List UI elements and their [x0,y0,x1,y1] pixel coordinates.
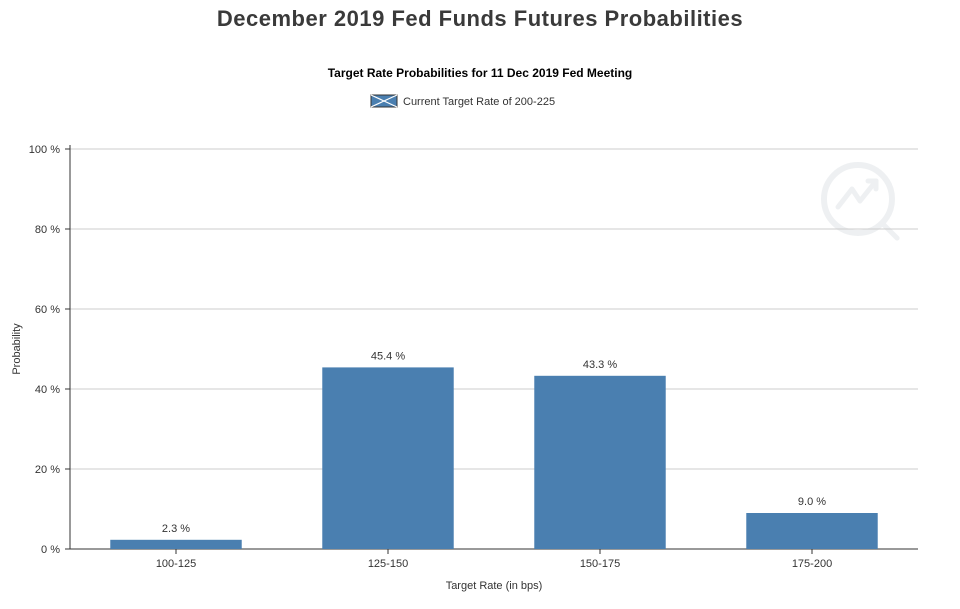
legend-label: Current Target Rate of 200-225 [403,96,555,108]
probability-bar-chart: Target Rate Probabilities for 11 Dec 201… [0,47,960,607]
y-tick-label: 60 % [35,304,60,316]
bar-value-label: 9.0 % [798,496,826,508]
y-tick-label: 40 % [35,384,60,396]
bar-value-label: 45.4 % [371,350,405,362]
bar [534,376,665,549]
page-title: December 2019 Fed Funds Futures Probabil… [0,6,960,32]
x-tick-label: 175-200 [792,558,832,570]
chart-svg: Target Rate Probabilities for 11 Dec 201… [0,47,960,607]
bar-value-label: 43.3 % [583,359,617,371]
y-tick-label: 100 % [29,144,60,156]
bar [746,513,877,549]
x-tick-label: 125-150 [368,558,408,570]
x-axis-title: Target Rate (in bps) [446,580,543,592]
y-axis-title: Probability [11,323,23,375]
watermark-logo [824,165,897,238]
legend: Current Target Rate of 200-225 [371,95,555,108]
bar-value-label: 2.3 % [162,523,190,535]
x-tick-label: 150-175 [580,558,620,570]
chart-subtitle: Target Rate Probabilities for 11 Dec 201… [328,66,633,80]
bar [110,540,241,549]
bar [322,367,453,549]
y-tick-label: 20 % [35,464,60,476]
y-tick-label: 80 % [35,224,60,236]
y-tick-label: 0 % [41,544,60,556]
x-tick-label: 100-125 [156,558,196,570]
